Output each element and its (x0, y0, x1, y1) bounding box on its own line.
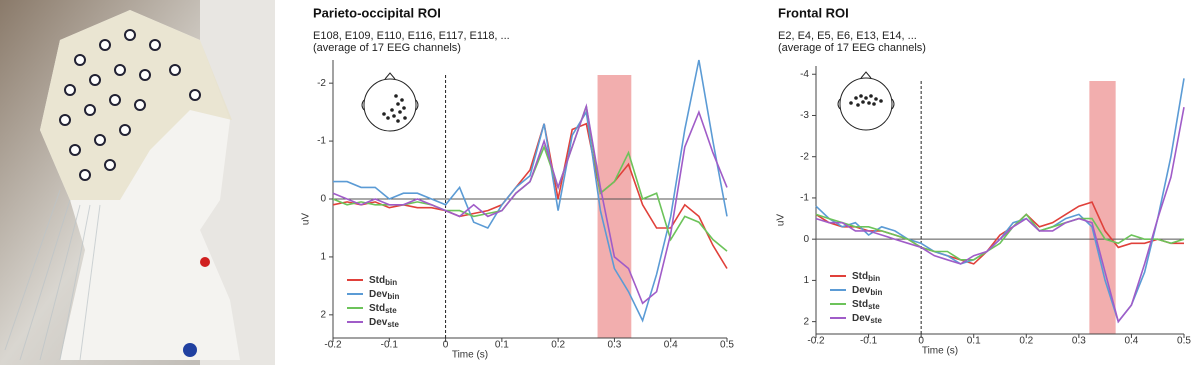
legend-label: Devste (852, 313, 882, 325)
x-tick-label: -0.1 (381, 340, 399, 351)
x-axis-label: Time (s) (452, 350, 488, 361)
line-series (815, 107, 1185, 324)
y-tick-label: 1 (803, 275, 809, 286)
x-tick-label: 0.1 (495, 340, 509, 351)
x-tick-label: 0.4 (664, 340, 678, 351)
x-tick-label: 0.1 (967, 336, 981, 347)
photo (0, 0, 275, 365)
legend-subscript: ste (870, 316, 882, 325)
legend-name: Std (369, 303, 385, 314)
y-tick-label: -1 (317, 136, 326, 147)
y-axis-label: uV (776, 214, 787, 227)
line-series (815, 201, 1184, 265)
legend-label: Stdste (852, 299, 880, 311)
legend-name: Std (369, 275, 385, 286)
x-tick-label: 0.3 (1072, 336, 1086, 347)
legend-subscript: bin (870, 288, 882, 297)
legend-label: Stdbin (852, 271, 880, 283)
legend-subscript: ste (868, 302, 880, 311)
x-tick-label: 0.2 (551, 340, 565, 351)
x-tick-label: 0 (443, 340, 449, 351)
x-tick-label: 0.5 (720, 340, 734, 351)
x-axis-label: Time (s) (922, 346, 958, 357)
line-series (332, 103, 728, 305)
legend-subscript: ste (387, 320, 399, 329)
legend-label: Stdbin (369, 275, 397, 287)
legend-label: Devbin (852, 285, 882, 297)
highlight-window (597, 75, 632, 338)
x-tick-label: 0 (918, 336, 924, 347)
y-tick-label: -1 (800, 193, 809, 204)
chart-panel: Frontal ROI E2, E4, E5, E6, E13, E14, ...… (776, 5, 1192, 356)
x-tick-label: -0.1 (860, 336, 878, 347)
y-tick-label: -2 (800, 151, 809, 162)
x-tick-label: -0.2 (324, 340, 342, 351)
legend-name: Dev (852, 285, 871, 296)
legend-subscript: bin (385, 278, 397, 287)
y-tick-label: -2 (317, 78, 326, 89)
legend-label: Stdste (369, 303, 397, 315)
y-tick-label: -3 (800, 110, 809, 121)
line-series (333, 59, 728, 323)
legend-subscript: ste (385, 306, 397, 315)
chart-panel: Parieto-occipital ROI E108, E109, E110, E… (301, 5, 735, 360)
y-tick-label: -4 (800, 69, 809, 80)
chart-subtitle: (average of 17 EEG channels) (313, 42, 461, 54)
chart-subtitle: E108, E109, E110, E116, E117, E118, ... (313, 30, 510, 42)
chart-title: Parieto-occipital ROI (313, 5, 441, 20)
x-tick-label: 0.5 (1177, 336, 1191, 347)
x-tick-label: 0.3 (607, 340, 621, 351)
chart-title: Frontal ROI (778, 5, 849, 20)
x-tick-label: -0.2 (807, 336, 825, 347)
legend-subscript: bin (868, 274, 880, 283)
x-tick-label: 0.4 (1124, 336, 1138, 347)
legend-label: Devbin (369, 289, 399, 301)
y-axis-label: uV (301, 213, 312, 226)
y-tick-label: 2 (803, 316, 809, 327)
legend-name: Std (852, 299, 868, 310)
chart-subtitle: (average of 17 EEG channels) (778, 42, 926, 54)
legend-name: Dev (369, 317, 388, 328)
line-series (332, 122, 728, 269)
x-tick-label: 0.2 (1019, 336, 1033, 347)
head-inset (361, 71, 895, 132)
y-tick-label: 2 (320, 309, 326, 320)
legend-label: Devste (369, 317, 399, 329)
chart-subtitle: E2, E4, E5, E6, E13, E14, ... (778, 30, 917, 42)
y-tick-label: 1 (320, 252, 326, 263)
legend-name: Dev (369, 289, 388, 300)
y-tick-label: 0 (320, 194, 326, 205)
legend-name: Std (852, 271, 868, 282)
line-series (815, 213, 1185, 261)
y-tick-label: 0 (803, 234, 809, 245)
legend-name: Dev (852, 313, 871, 324)
legend-subscript: bin (387, 292, 399, 301)
